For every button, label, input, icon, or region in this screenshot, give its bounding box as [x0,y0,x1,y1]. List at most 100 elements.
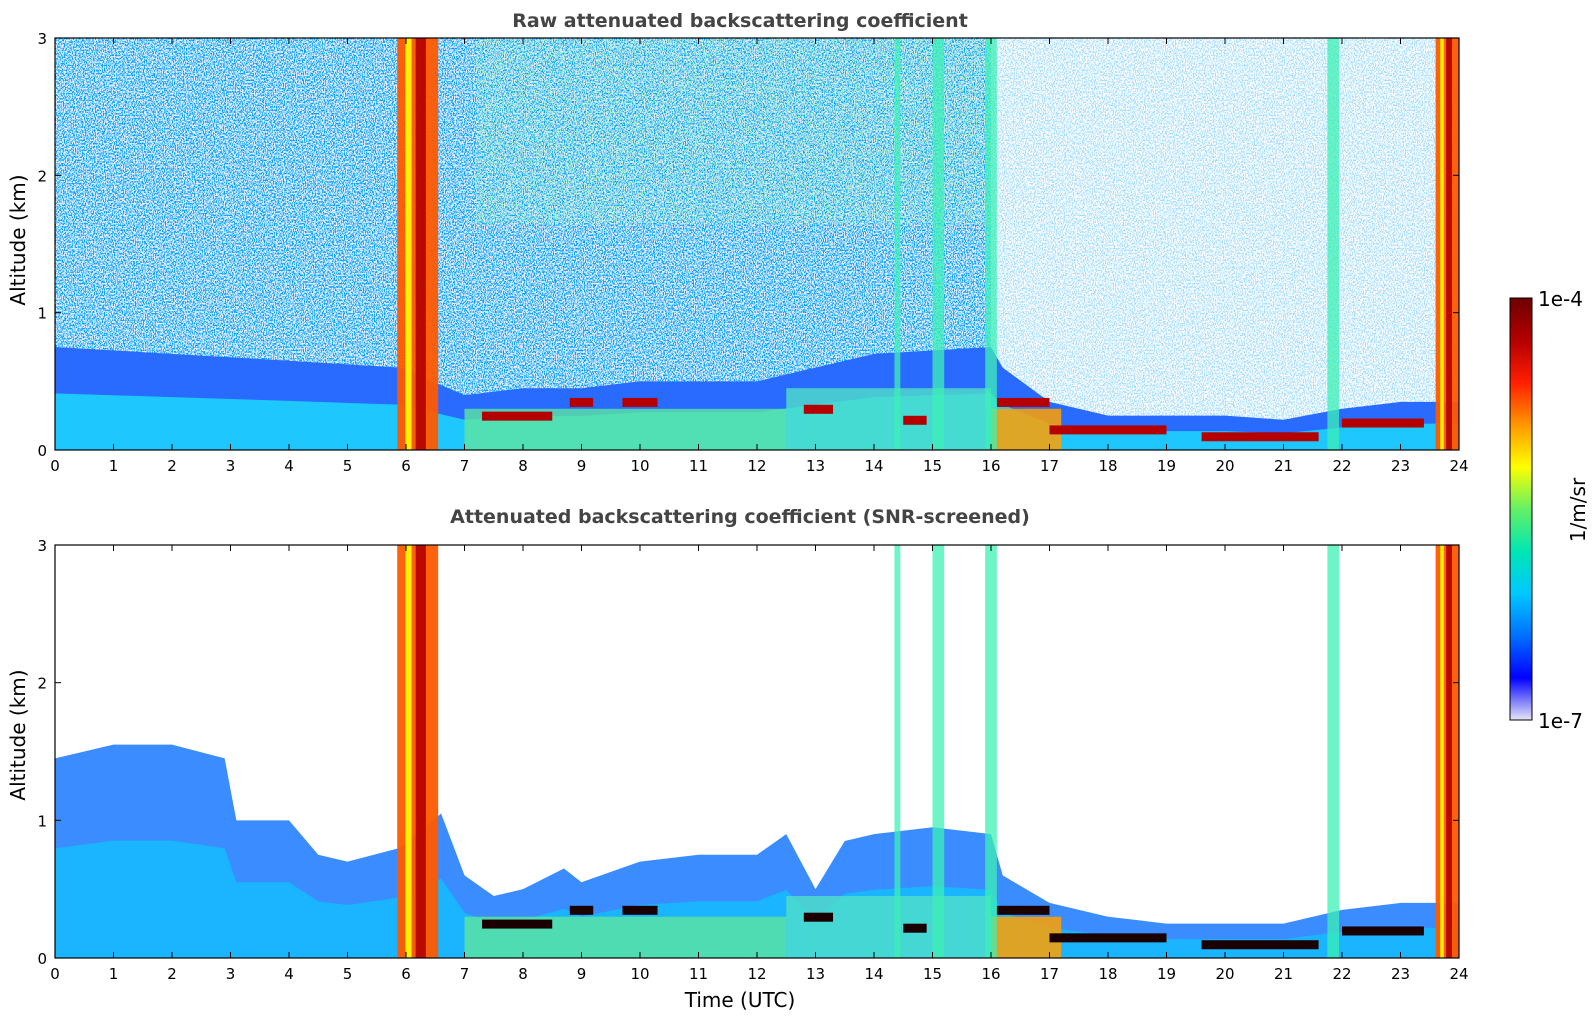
top-x-tick-label: 21 [1274,457,1293,475]
bottom-x-tick-label: 24 [1449,965,1468,983]
snr-screened-panel: Attenuated backscattering coefficient (S… [6,506,1469,1012]
bottom-x-tick-label: 11 [689,965,708,983]
x-axis-label: Time (UTC) [684,988,796,1012]
strong-layer-4 [903,416,926,425]
top-x-tick-label: 8 [518,457,528,475]
top-y-tick-label: 2 [37,167,47,185]
top-x-tick-label: 22 [1332,457,1351,475]
screened-precip-column-3 [985,545,997,958]
top-x-tick-label: 15 [923,457,942,475]
precip-core-red-0 [416,38,426,450]
bottom-x-tick-label: 19 [1157,965,1176,983]
top-x-tick-label: 10 [630,457,649,475]
top-heatmap [55,38,1459,450]
top-x-tick-label: 11 [689,457,708,475]
screened-strong-layer-7 [1202,940,1319,949]
screened-strong-layer-3 [804,913,833,922]
top-x-tick-label: 3 [226,457,236,475]
top-x-tick-label: 17 [1040,457,1059,475]
screened-strong-layer-2 [622,906,657,915]
top-x-tick-label: 2 [167,457,177,475]
screened-precip-column-1 [894,545,900,958]
precip-column-3 [985,38,997,450]
screened-strong-layer-6 [1050,933,1167,942]
top-x-tick-label: 20 [1215,457,1234,475]
colorbar-unit-label: 1/m/sr [1566,477,1590,542]
top-chart-title: Raw attenuated backscattering coefficien… [512,10,968,32]
strong-layer-6 [1050,425,1167,434]
top-x-tick-label: 19 [1157,457,1176,475]
bottom-y-tick-label: 1 [37,812,47,830]
bottom-y-axis-label: Altitude (km) [6,669,30,800]
top-x-tick-label: 9 [577,457,587,475]
top-x-tick-label: 18 [1098,457,1117,475]
bottom-x-tick-label: 9 [577,965,587,983]
strong-layer-8 [1342,419,1424,428]
top-y-tick-label: 0 [37,442,47,460]
precip-core-yellow-0 [405,38,411,450]
top-x-tick-label: 12 [747,457,766,475]
bottom-x-tick-label: 15 [923,965,942,983]
top-x-tick-label: 16 [981,457,1000,475]
noise-speckle-sparse [991,38,1459,450]
noise-speckle-green [476,38,991,223]
raw-backscatter-panel: Raw attenuated backscattering coefficien… [6,10,1469,475]
bottom-x-tick-label: 16 [981,965,1000,983]
top-x-tick-label: 4 [284,457,294,475]
bottom-x-tick-label: 23 [1391,965,1410,983]
colorbar: 1e-4 1e-7 1/m/sr [1510,287,1590,733]
bottom-heatmap [55,545,1459,958]
bottom-x-tick-label: 20 [1215,965,1234,983]
top-x-tick-label: 14 [864,457,883,475]
screened-strong-layer-5 [997,906,1050,915]
bottom-x-tick-label: 13 [806,965,825,983]
bottom-x-tick-label: 21 [1274,965,1293,983]
bottom-y-tick-label: 3 [37,537,47,555]
bottom-x-tick-label: 7 [460,965,470,983]
screened-precip-red-5 [1446,545,1452,958]
screened-precip-red-0 [416,545,426,958]
colorbar-gradient [1510,298,1532,720]
bottom-x-tick-label: 2 [167,965,177,983]
top-x-tick-label: 7 [460,457,470,475]
bottom-y-tick-label: 0 [37,950,47,968]
top-x-tick-label: 0 [50,457,60,475]
bottom-x-tick-label: 4 [284,965,294,983]
top-x-tick-label: 6 [401,457,411,475]
strong-layer-0 [482,412,552,421]
precip-column-1 [894,38,900,450]
bottom-x-tick-label: 10 [630,965,649,983]
screened-strong-layer-0 [482,920,552,929]
bottom-chart-title: Attenuated backscattering coefficient (S… [450,506,1030,528]
screened-strong-layer-4 [903,924,926,933]
bottom-x-tick-label: 6 [401,965,411,983]
top-x-tick-label: 5 [343,457,353,475]
strong-layer-7 [1202,432,1319,441]
screened-precip-column-4 [1327,545,1339,958]
bottom-x-tick-label: 17 [1040,965,1059,983]
precip-core-red-5 [1446,38,1452,450]
colorbar-max-label: 1e-4 [1538,287,1583,311]
bottom-x-tick-label: 1 [109,965,119,983]
top-x-tick-label: 1 [109,457,119,475]
bottom-x-tick-label: 8 [518,965,528,983]
precip-core-yellow-5 [1440,38,1444,450]
top-y-tick-label: 3 [37,30,47,48]
bottom-x-tick-label: 14 [864,965,883,983]
lidar-figure: Raw attenuated backscattering coefficien… [0,0,1595,1020]
screened-strong-layer-1 [570,906,593,915]
bottom-x-tick-label: 5 [343,965,353,983]
screened-afternoon-layer [786,896,991,958]
strong-layer-2 [622,398,657,407]
screened-strong-layer-8 [1342,926,1424,935]
strong-layer-3 [804,405,833,414]
afternoon-mixed-layer [786,388,991,450]
strong-layer-5 [997,398,1050,407]
top-x-tick-label: 13 [806,457,825,475]
top-x-tick-label: 24 [1449,457,1468,475]
bottom-x-tick-label: 3 [226,965,236,983]
top-x-tick-label: 23 [1391,457,1410,475]
bottom-x-tick-label: 12 [747,965,766,983]
screened-precip-yellow-0 [405,545,411,958]
screened-precip-column-2 [933,545,945,958]
